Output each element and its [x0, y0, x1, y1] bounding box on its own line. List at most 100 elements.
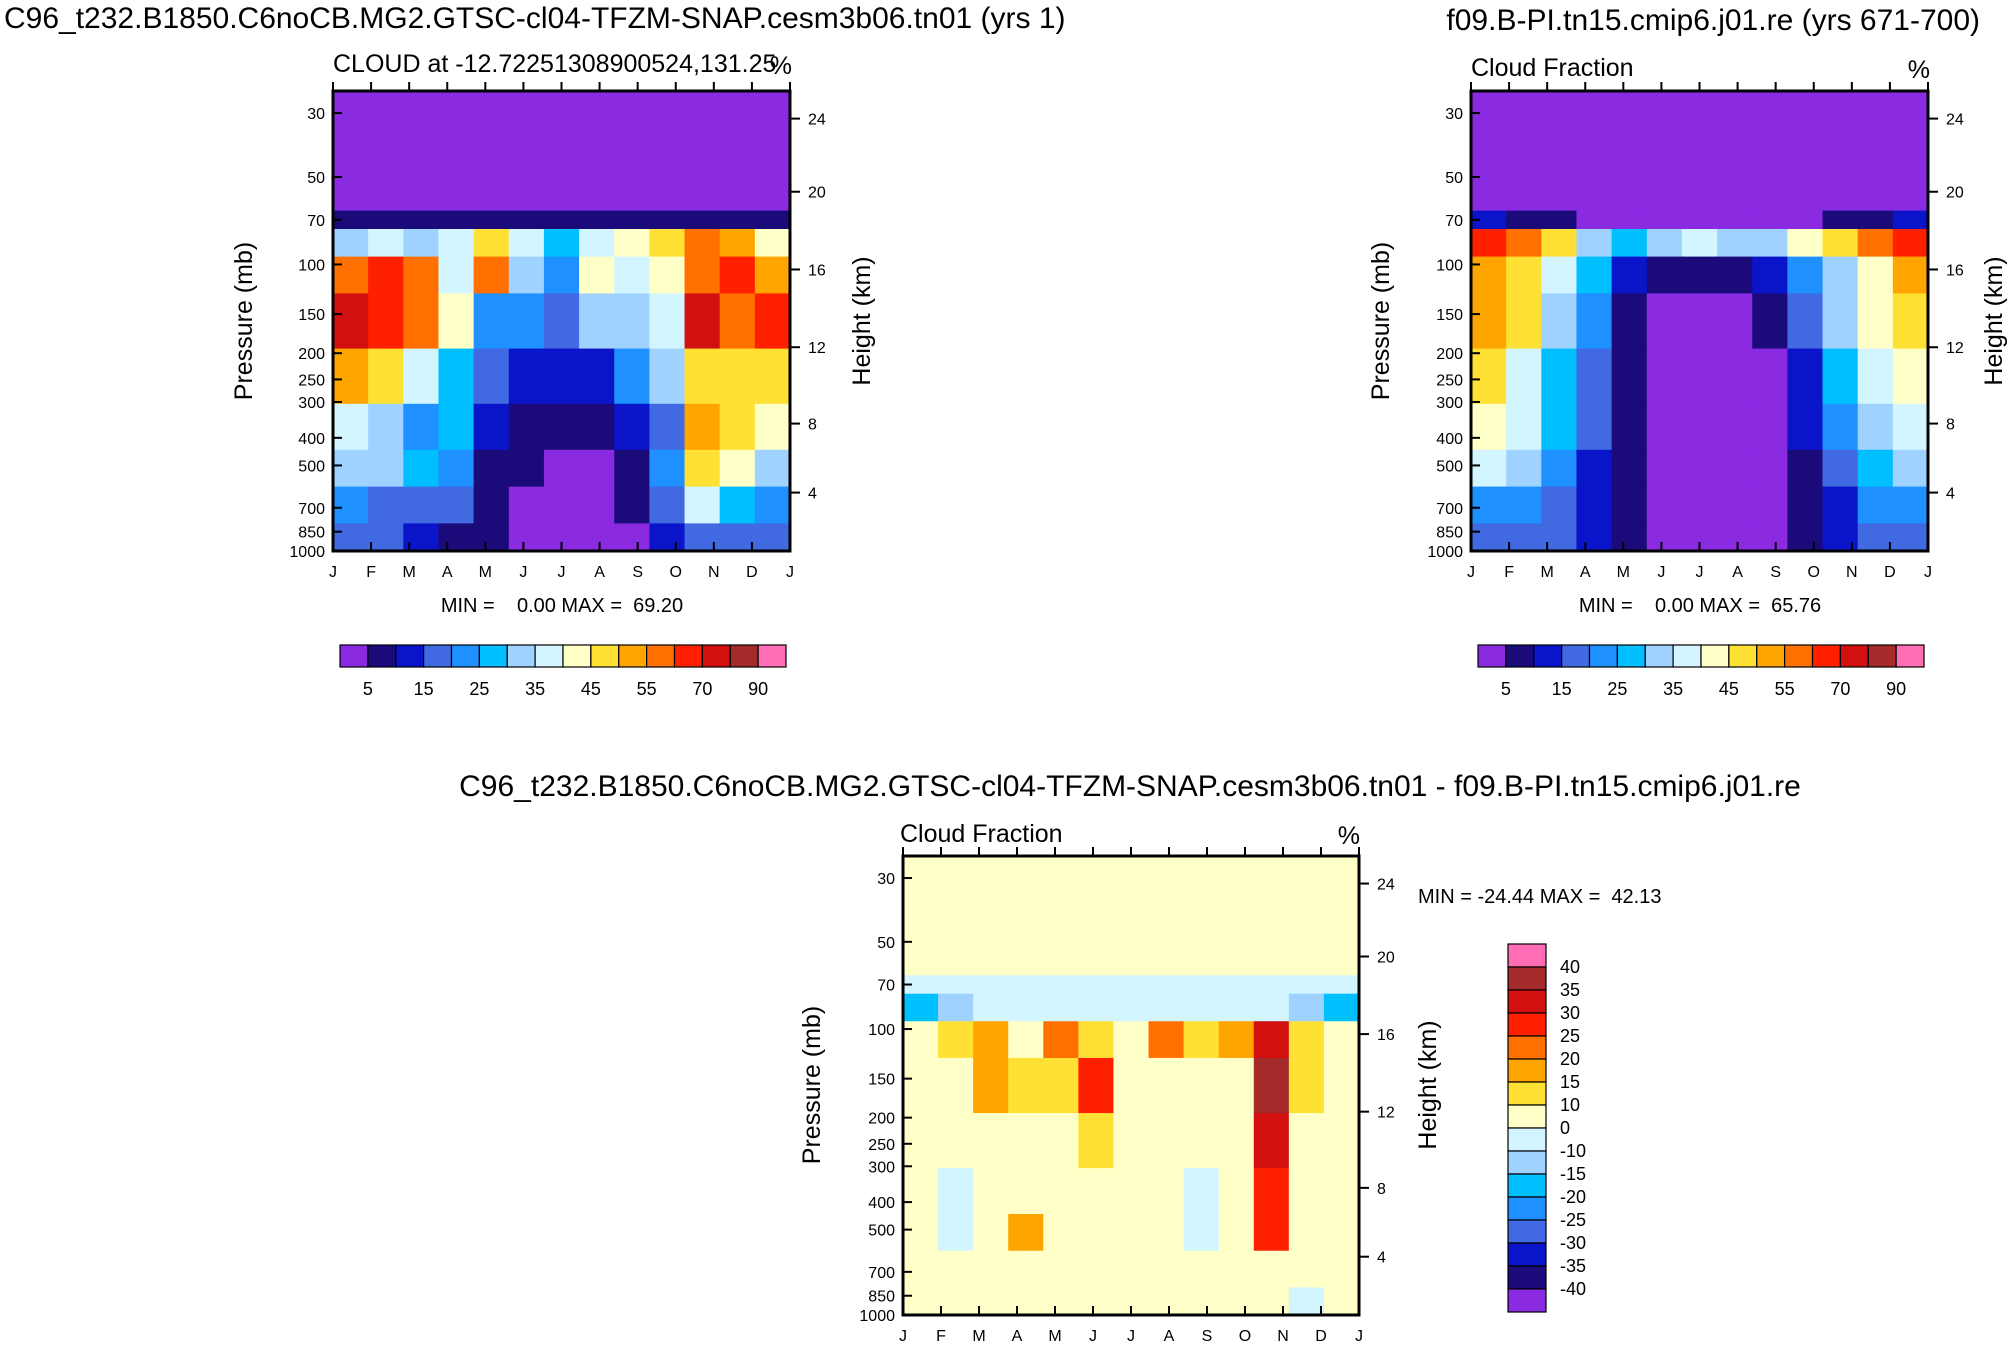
- p2-cell: [1506, 229, 1542, 258]
- p2-ytick-label: 300: [1436, 395, 1463, 412]
- p2-cell: [1892, 486, 1929, 524]
- p2-cell: [1681, 449, 1718, 488]
- p1-cell: [368, 403, 404, 451]
- p3-cell: [903, 1250, 939, 1289]
- p3-xtick-label: N: [1277, 1328, 1289, 1345]
- p2-colorbar-box: [1784, 644, 1814, 668]
- p3-cell: [1253, 1113, 1290, 1169]
- p2-cell: [1892, 403, 1929, 451]
- p3-cell: [1218, 1250, 1255, 1289]
- p3-cell: [1253, 1057, 1290, 1114]
- p2-cell: [1892, 293, 1929, 350]
- p2-cell: [1646, 486, 1683, 524]
- p1-cell: [719, 523, 756, 552]
- p1-colorbar-box: [673, 644, 703, 668]
- p3-ytick-label: 70: [877, 978, 895, 995]
- p1-cell: [649, 210, 686, 230]
- p1-cell: [754, 210, 791, 230]
- p2-cell: [1752, 449, 1788, 488]
- p2-cell: [1576, 449, 1613, 488]
- p1-ytick-label: 50: [307, 170, 325, 187]
- p2-cell: [1787, 449, 1824, 488]
- p1-cell: [508, 91, 545, 212]
- p2-cell: [1681, 91, 1718, 212]
- panel-3-height-axis: 24 20 16 12 8 4: [1359, 877, 1395, 1267]
- p1-cell: [543, 91, 580, 212]
- p3-colorbar-box: [1507, 1012, 1547, 1037]
- p2-cell: [1717, 91, 1753, 212]
- p1-cell: [508, 293, 545, 350]
- p3-cell: [1043, 1021, 1079, 1059]
- p3-cell: [1323, 1250, 1360, 1289]
- p3-htick-label: 8: [1377, 1181, 1386, 1198]
- p3-cell: [1253, 975, 1290, 995]
- p3-cell: [1148, 1168, 1185, 1215]
- p2-ytick-label: 100: [1436, 257, 1463, 274]
- panel-3-plot: [903, 856, 1360, 1316]
- panel-2-stats: MIN = 0.00 MAX = 65.76: [1579, 595, 1821, 617]
- p3-cell: [973, 1113, 1009, 1169]
- p2-xtick-label: A: [1732, 564, 1743, 581]
- p3-cell: [1113, 975, 1150, 995]
- p3-cell: [938, 1057, 974, 1114]
- p2-cell: [1541, 210, 1578, 230]
- p2-colorbar-box: [1756, 644, 1786, 668]
- figure-title-diff: C96_t232.B1850.C6noCB.MG2.GTSC-cl04-TFZM…: [459, 770, 1801, 803]
- p2-cell: [1787, 486, 1824, 524]
- p2-cell: [1646, 91, 1683, 212]
- p1-htick-label: 12: [808, 340, 826, 357]
- p2-cell: [1506, 486, 1542, 524]
- p1-cell: [684, 91, 721, 212]
- p1-cell: [614, 210, 650, 230]
- p2-htick-label: 24: [1946, 112, 1964, 129]
- p3-ytick-label: 1000: [859, 1308, 895, 1325]
- p1-cell: [719, 293, 756, 350]
- p1-xtick-label: J: [786, 564, 794, 581]
- p2-cell: [1717, 256, 1753, 294]
- p2-ytick-label: 70: [1445, 213, 1463, 230]
- p2-cell: [1787, 256, 1824, 294]
- p3-cell: [1218, 1287, 1255, 1316]
- p1-cell: [508, 403, 545, 451]
- p1-cell: [684, 229, 721, 258]
- p2-cell: [1752, 348, 1788, 405]
- panel-1: CLOUD at -12.72251308900524,131.25 % J F M…: [230, 50, 876, 699]
- p2-cell: [1471, 449, 1507, 488]
- p1-cell: [333, 91, 369, 212]
- p1-cell: [649, 256, 686, 294]
- p1-xtick-label: D: [746, 564, 758, 581]
- p1-cell: [473, 403, 510, 451]
- p2-cell: [1717, 210, 1753, 230]
- p1-cell: [684, 403, 721, 451]
- p1-cell: [333, 256, 369, 294]
- p3-cell: [1253, 1168, 1290, 1215]
- p2-ytick-label: 850: [1436, 525, 1463, 542]
- p1-colorbar-box: [506, 644, 536, 668]
- p2-xtick-label: D: [1884, 564, 1896, 581]
- p1-cell: [649, 229, 686, 258]
- p1-cell: [543, 210, 580, 230]
- p1-cell: [543, 403, 580, 451]
- p1-colorbar-box: [478, 644, 508, 668]
- panel-3-title: Cloud Fraction: [900, 820, 1063, 848]
- p3-cell: [1288, 975, 1325, 995]
- p2-colorbar-box: [1616, 644, 1646, 668]
- panel-2-height-axis: 24 20 16 12 8 4: [1928, 112, 1964, 503]
- p2-cell: [1822, 348, 1859, 405]
- p3-cell: [1008, 1057, 1044, 1114]
- p2-ytick-label: 400: [1436, 431, 1463, 448]
- p1-cell: [649, 403, 686, 451]
- p3-cell: [1113, 993, 1150, 1022]
- p1-cell: [614, 293, 650, 350]
- p1-xtick-label: J: [329, 564, 337, 581]
- p1-colorbar-box: [646, 644, 676, 668]
- p1-colorbar-box: [450, 644, 480, 668]
- p2-cell: [1541, 348, 1578, 405]
- p2-cell: [1471, 486, 1507, 524]
- p1-cell: [368, 486, 404, 524]
- p1-cell: [508, 449, 545, 488]
- p3-cell: [1043, 975, 1079, 995]
- p3-cell: [1008, 1021, 1044, 1059]
- p3-xtick-label: J: [899, 1328, 907, 1345]
- p3-colorbar-label: -35: [1560, 1256, 1586, 1276]
